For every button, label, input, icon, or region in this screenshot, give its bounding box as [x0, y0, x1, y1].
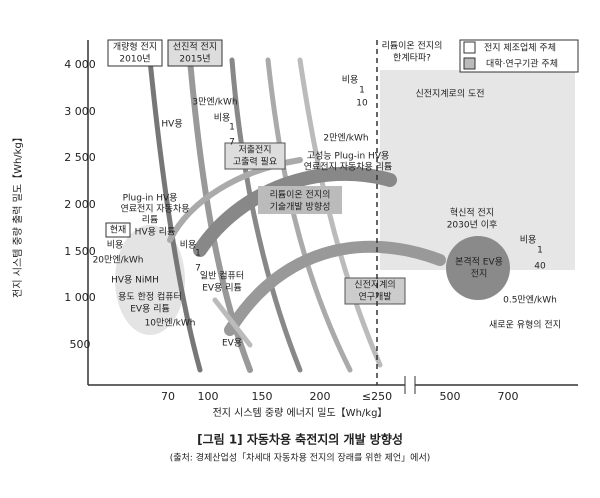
x-tick-label: 150 [252, 390, 273, 403]
annotation: 2만엔/kWh [323, 133, 368, 144]
x-tick-label: 100 [198, 390, 219, 403]
y-tick-label: 1 000 [64, 291, 96, 304]
annotation: HV용 리튬 [135, 227, 176, 238]
annotation: 2030년 이후 [447, 220, 498, 231]
legend-swatch [463, 41, 476, 54]
x-tick-label: 500 [440, 390, 461, 403]
annotation: 비용 [520, 235, 537, 246]
annotation: 1 [537, 246, 543, 256]
y-tick-label: 2 500 [64, 151, 96, 164]
annotation: 리튬이온 전지의 [270, 190, 331, 201]
legend-box [459, 39, 579, 73]
annotation: 비용 [214, 113, 231, 124]
annotation: 비용 [107, 240, 124, 251]
annotation: 신전지계로의 도전 [415, 88, 484, 100]
annotation: EV용 리튬 [202, 283, 242, 294]
annotation: 개량형 전지 [113, 41, 157, 53]
annotation: 1 [195, 249, 201, 259]
annotation: 저출전지 [238, 145, 271, 156]
annotation: 20만엔/kWh [93, 255, 144, 266]
box [167, 39, 223, 67]
legend-label: 전지 제조업체 주체 [484, 43, 556, 54]
legend-swatch [463, 57, 476, 70]
annotation: 리튬 [142, 215, 159, 226]
annotation: EV용 [222, 338, 242, 349]
annotation: 신전지계의 [354, 279, 395, 291]
annotation: 40 [534, 262, 546, 272]
x-tick-label: 700 [498, 390, 519, 403]
annotation: 현재 [110, 225, 127, 236]
annotation: 고출력 필요 [233, 156, 277, 168]
annotation: 본격적 EV용 [455, 256, 503, 268]
annotation: 10 [356, 99, 368, 109]
box [344, 277, 406, 305]
annotation: 2010년 [119, 54, 150, 65]
annotation: 2015년 [179, 54, 210, 65]
x-tick-label: ≤250 [362, 390, 392, 403]
annotation: 선진적 전지 [173, 41, 217, 53]
y-tick-label: 3 000 [64, 105, 96, 118]
annotation: EV용 리튬 [130, 304, 170, 315]
annotation: 새로운 유형의 전지 [489, 320, 561, 331]
annotation: 3만엔/kWh [192, 97, 237, 108]
annotation: 1 [229, 123, 235, 133]
caption-title: [그림 1] 자동차용 축전지의 개발 방향성 [197, 432, 403, 447]
annotation: 0.5만엔/kWh [503, 295, 557, 306]
annotation: 비용 [180, 240, 197, 251]
y-tick-label: 1 500 [64, 245, 96, 258]
annotation: 1 [359, 86, 365, 96]
annotation: 비용 [342, 75, 359, 86]
annotation: 리튬이온 전지의 [382, 41, 443, 52]
x-tick-label: 70 [161, 390, 175, 403]
innovative-battery [446, 236, 510, 300]
annotation: 한계타파? [393, 52, 431, 64]
axis-break [405, 378, 415, 392]
annotation: 7 [229, 138, 235, 148]
annotation: 일반 컴퓨터 [200, 270, 244, 282]
annotation: HV용 NiMH [111, 275, 159, 286]
annotation: 7 [195, 264, 201, 274]
y-axis-label: 전지 시스템 중량 출력 밀도【Wh/kg】 [12, 132, 24, 298]
annotation: 기술개발 방향성 [270, 201, 331, 213]
annotation: 연료전지 자동차용 [120, 203, 189, 215]
annotation: HV용 [161, 119, 182, 130]
current-region [115, 225, 185, 335]
annotation: 용도 한정 컴퓨터 [118, 291, 182, 303]
y-tick-label: 2 000 [64, 198, 96, 211]
legend-label: 대학·연구기관 주체 [486, 59, 558, 70]
y-tick-label: 500 [70, 338, 91, 351]
caption-source: (출처: 경제산업성「차세대 자동차용 전지의 장래를 위한 제언」에서) [170, 452, 431, 464]
annotation: Plug-in HV용 [123, 193, 178, 204]
annotation: 연료전지 자동차용 리튬 [304, 161, 393, 173]
box [224, 142, 286, 170]
x-axis-label: 전지 시스템 중량 에너지 밀도【Wh/kg】 [213, 407, 388, 419]
annotation: 전지 [471, 269, 488, 280]
box [105, 222, 131, 238]
x-tick-label: 200 [310, 390, 331, 403]
box [107, 39, 163, 67]
box [258, 186, 342, 214]
annotation: 고성능 Plug-in HV용 [307, 151, 390, 162]
annotation: 혁신적 전지 [450, 207, 494, 219]
annotation: 연구개발 [358, 292, 391, 303]
curves [147, 57, 446, 373]
y-tick-label: 4 000 [64, 58, 96, 71]
annotation: 10만엔/kWh [145, 318, 196, 329]
